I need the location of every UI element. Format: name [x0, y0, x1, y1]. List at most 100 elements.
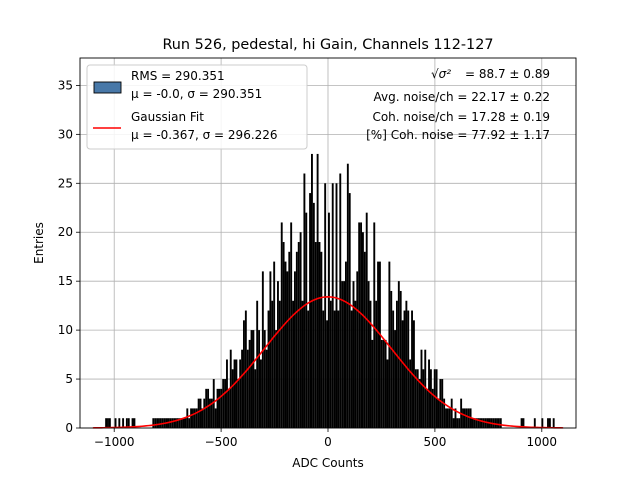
chart-title: Run 526, pedestal, hi Gain, Channels 112… [162, 37, 493, 53]
histogram-bar [448, 408, 451, 428]
histogram-bar [409, 359, 412, 428]
histogram-bar [282, 242, 285, 428]
annotation-coh-noise-percent: [%] Coh. noise = 77.92 ± 1.17 [366, 128, 550, 142]
histogram-bar [496, 418, 498, 428]
histogram-bar [260, 359, 262, 428]
histogram-bar [273, 261, 276, 428]
histogram-bar [328, 212, 330, 428]
histogram-bar [382, 339, 385, 428]
histogram-bar [265, 349, 268, 428]
histogram-bar [320, 251, 323, 428]
histogram-bar [220, 388, 223, 428]
histogram-bar [299, 232, 302, 428]
histogram-bar [188, 418, 191, 428]
histogram-bar [201, 408, 204, 428]
histogram-bar [378, 261, 381, 428]
histogram-bar [354, 300, 357, 428]
histogram-bar [173, 418, 176, 428]
histogram-bar [428, 359, 430, 428]
histogram-bar [358, 222, 361, 428]
histogram-bar [361, 232, 364, 428]
x-tick-label: −500 [205, 435, 238, 449]
histogram-bar [277, 281, 279, 428]
histogram-bar [348, 193, 351, 428]
histogram-bar [533, 418, 536, 428]
histogram-bar [356, 271, 359, 428]
histogram-bar [463, 408, 466, 428]
histogram-bar [384, 339, 387, 428]
histogram-bar [473, 418, 476, 428]
histogram-bar [375, 300, 378, 428]
histogram-bar [392, 310, 395, 428]
histogram-bar [388, 261, 391, 428]
histogram-bar [205, 388, 208, 428]
histogram-bar [105, 418, 108, 428]
histogram-bar [479, 418, 481, 428]
histogram-bar [182, 418, 185, 428]
histogram-bar [350, 310, 353, 428]
histogram-bar [346, 163, 349, 428]
histogram-bar [541, 418, 544, 428]
histogram-bar [233, 359, 236, 428]
histogram-bar [477, 418, 480, 428]
histogram-bar [214, 408, 217, 428]
histogram-bar [118, 418, 121, 428]
histogram-bar [224, 379, 227, 428]
histogram-bar [443, 398, 446, 428]
y-axis: 0 5 10 15 20 25 30 35 [58, 78, 80, 435]
histogram-bar [154, 418, 157, 428]
legend-box [86, 64, 308, 150]
histogram-bar [227, 388, 230, 428]
histogram-bar [186, 408, 189, 428]
histogram-bar [307, 310, 310, 428]
histogram-bar [258, 330, 261, 428]
histogram-bar [433, 369, 436, 428]
histogram-bar [199, 398, 202, 428]
histogram-bar [314, 242, 317, 428]
histogram-bar [311, 153, 313, 429]
histogram-bar [397, 281, 400, 428]
histogram-bar [241, 349, 244, 428]
histogram-bar [363, 251, 366, 428]
histogram-bar [326, 320, 328, 428]
histogram-bar [218, 388, 221, 428]
histogram-bar [180, 418, 183, 428]
histogram-bar [431, 388, 434, 428]
x-tick-label: 0 [324, 435, 332, 449]
histogram-bar [318, 242, 321, 428]
histogram-bar [271, 300, 274, 428]
histogram-bar [294, 271, 296, 428]
histogram-bar [171, 418, 174, 428]
histogram-bar [275, 330, 278, 428]
histogram-bar [458, 418, 461, 428]
histogram-bar [176, 418, 179, 428]
gaussian-fit-curve [92, 296, 564, 429]
histogram-bar [125, 418, 128, 428]
histogram-bar [297, 242, 300, 428]
histogram-bar [107, 418, 109, 428]
y-tick-label: 5 [65, 372, 73, 386]
histogram-bar [207, 388, 210, 428]
histogram-bar [494, 418, 497, 428]
histogram-bar [178, 418, 181, 428]
histogram-bar [250, 330, 253, 428]
histogram-bar [133, 418, 136, 428]
y-tick-label: 35 [58, 78, 73, 92]
histogram-bar [127, 418, 130, 428]
histogram-bar [239, 359, 242, 428]
histogram-bar [322, 310, 325, 428]
histogram-bar [450, 398, 453, 428]
histogram-bar [226, 359, 228, 428]
y-tick-label: 0 [65, 421, 73, 435]
histogram-bar [193, 408, 196, 428]
histogram-bar [414, 369, 417, 428]
histogram-bar [329, 300, 332, 428]
histogram-bar [548, 418, 551, 428]
histogram-bar [480, 418, 483, 428]
histogram-bar [482, 418, 485, 428]
histogram-bar [420, 349, 423, 428]
histogram-bar [175, 418, 177, 428]
histogram-bar [295, 251, 298, 428]
histogram-bar [216, 388, 219, 428]
